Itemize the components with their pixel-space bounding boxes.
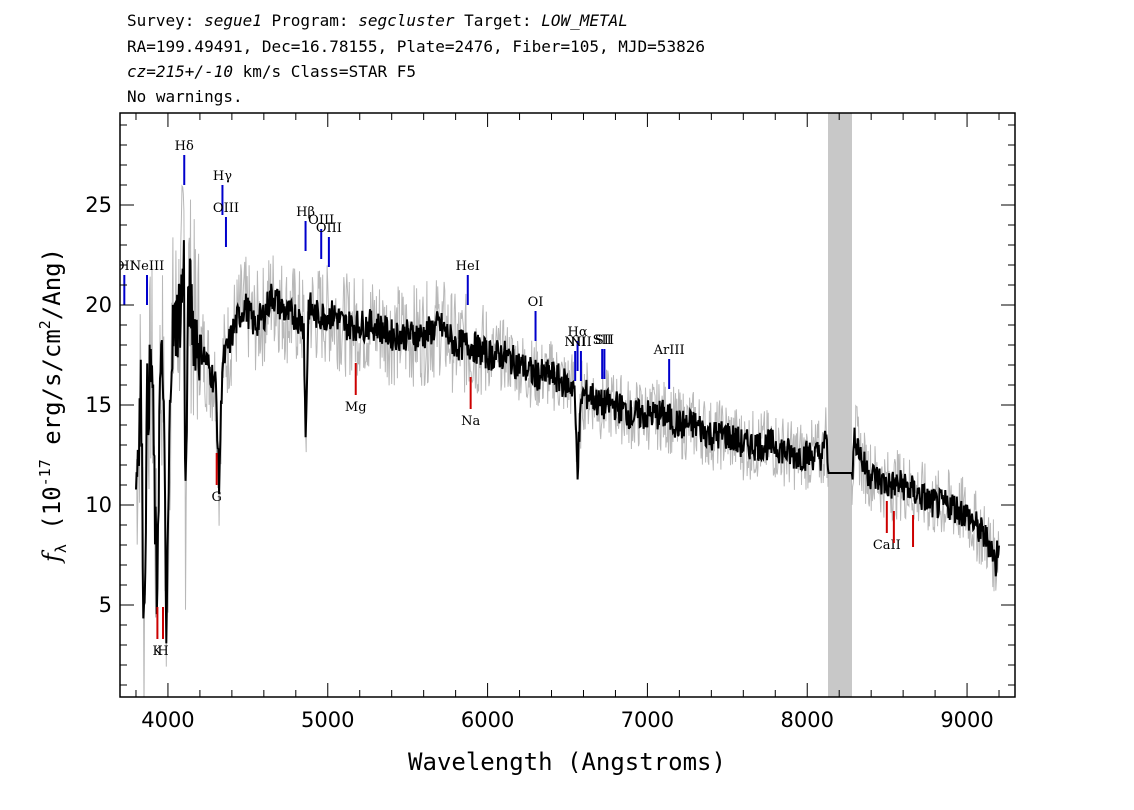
emission-line-label: OIII — [316, 221, 342, 236]
target-label: Target: — [454, 11, 542, 30]
emission-line-label: OII — [114, 259, 135, 274]
header-warnings-line: No warnings. — [127, 87, 243, 106]
x-tick-label: 7000 — [621, 708, 674, 732]
emission-line-label: OI — [528, 295, 544, 310]
emission-line-label: Hβ — [296, 205, 315, 220]
absorption-line-label: H — [157, 644, 168, 659]
emission-line-label: ArIII — [653, 343, 685, 358]
class-value: km/s Class=STAR F5 — [232, 62, 416, 81]
cz-value: cz=215+/-10 — [127, 62, 233, 81]
emission-line-label: HeI — [456, 259, 480, 274]
flux-series-0 — [135, 240, 1000, 644]
emission-line-label: Hγ — [213, 169, 232, 184]
emission-line-label: NeIII — [130, 259, 164, 274]
header-survey-line: Survey: segue1 Program: segcluster Targe… — [127, 12, 628, 30]
absorption-line-label: G — [211, 490, 221, 505]
emission-line-label: OIII — [308, 213, 334, 228]
absorption-line-label: Mg — [345, 400, 367, 415]
x-tick-label: 5000 — [301, 708, 354, 732]
y-tick-label: 25 — [85, 193, 112, 217]
program-label: Program: — [261, 11, 359, 30]
emission-line-label: NII — [564, 335, 586, 350]
masked-region — [828, 113, 852, 697]
y-tick-label: 10 — [85, 493, 112, 517]
axes: 4000 5000 6000 7000 8000 9000 5 10 15 20 25 — [85, 113, 1015, 732]
absorption-line-label: Na — [461, 414, 480, 429]
emission-line-label: Hδ — [175, 139, 194, 154]
emission-line-label: Hα — [568, 325, 588, 340]
x-tick-label: 9000 — [940, 708, 993, 732]
absorption-line-label: CaII — [873, 538, 901, 553]
error-envelope — [135, 184, 1000, 697]
target-value: LOW_METAL — [541, 11, 628, 30]
emission-line-label: SII — [595, 333, 614, 348]
emission-line-label: SII — [593, 333, 612, 348]
header-redshift-line: cz=215+/-10 km/s Class=STAR F5 — [127, 63, 416, 81]
absorption-line-label: K — [153, 644, 163, 659]
program-value: segcluster — [358, 11, 455, 30]
header-coordinates-line: RA=199.49491, Dec=16.78155, Plate=2476, … — [127, 37, 705, 56]
y-tick-label: 20 — [85, 293, 112, 317]
survey-value: segue1 — [204, 11, 262, 30]
y-tick-label: 5 — [99, 593, 112, 617]
survey-label: Survey: — [127, 11, 205, 30]
y-axis-title: fλ (10-17 erg/s/cm2/Ang) — [36, 248, 70, 564]
emission-line-label: OIII — [213, 201, 239, 216]
x-axis-title: Wavelength (Angstroms) — [408, 748, 726, 776]
y-tick-label: 15 — [85, 393, 112, 417]
x-tick-label: 6000 — [461, 708, 514, 732]
emission-line-label: NII — [570, 335, 592, 350]
x-tick-label: 4000 — [141, 708, 194, 732]
x-tick-label: 8000 — [781, 708, 834, 732]
